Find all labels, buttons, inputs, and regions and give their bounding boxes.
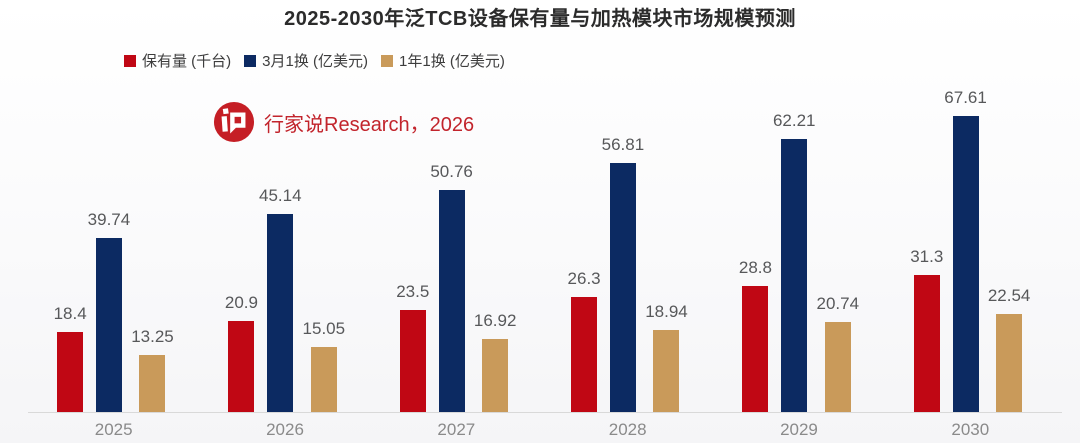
bar-replace-every-3-months xyxy=(95,238,122,413)
legend-label: 保有量 (千台) xyxy=(142,53,232,70)
bar-column-replace-every-1-year: 15.05 xyxy=(302,318,346,413)
bar-replace-every-1-year xyxy=(482,338,509,413)
bar-column-replace-every-1-year: 20.74 xyxy=(816,293,860,413)
x-axis-label: 2027 xyxy=(437,420,476,439)
bar-column-installed-base: 23.5 xyxy=(396,283,429,413)
bar-replace-every-3-months xyxy=(952,115,979,413)
bar-replace-every-3-months xyxy=(781,139,808,413)
bar-column-installed-base: 28.8 xyxy=(739,259,772,413)
legend: 保有量 (千台) 3月1换 (亿美元) 1年1换 (亿美元) xyxy=(124,50,505,71)
value-label: 15.05 xyxy=(302,318,346,338)
category-group: 23.5 50.76 16.92 2027 xyxy=(371,0,542,443)
chart-title: 2025-2030年泛TCB设备保有量与加热模块市场规模预测 xyxy=(284,8,796,30)
bar-replace-every-1-year xyxy=(996,313,1023,413)
bar-column-replace-every-1-year: 16.92 xyxy=(473,310,517,413)
legend-swatch-installed-base xyxy=(124,54,136,67)
legend-item-replace-every-3-months: 3月1换 (亿美元) xyxy=(244,50,368,71)
bar-installed-base xyxy=(913,275,940,413)
watermark-text: 行家说Research，2026 xyxy=(264,113,475,136)
category-group: 26.3 56.81 18.94 2028 xyxy=(542,0,713,443)
value-label: 62.21 xyxy=(772,111,816,131)
value-label: 16.92 xyxy=(473,310,517,330)
plot-area: 18.4 39.74 13.25 2025 20.9 45.14 15.05 2026 23.5… xyxy=(28,0,1056,443)
x-axis-line xyxy=(28,412,1062,413)
category-group: 28.8 62.21 20.74 2029 xyxy=(713,0,884,443)
bar-column-replace-every-1-year: 13.25 xyxy=(131,328,174,413)
bar-column-replace-every-3-months: 56.81 xyxy=(601,135,645,413)
bar-column-replace-every-1-year: 22.54 xyxy=(987,285,1031,413)
bar-installed-base xyxy=(399,309,426,413)
value-label: 56.81 xyxy=(601,135,645,154)
bar-replace-every-1-year xyxy=(653,329,680,413)
bar-replace-every-3-months xyxy=(267,214,294,413)
value-label: 26.3 xyxy=(567,269,601,289)
x-axis-label: 2028 xyxy=(608,420,647,439)
bar-replace-every-3-months xyxy=(609,163,636,413)
value-label: 23.5 xyxy=(396,281,430,301)
watermark: 行家说Research，2026 xyxy=(213,101,474,143)
bar-cluster: 26.3 56.81 18.94 xyxy=(568,136,688,413)
bar-column-replace-every-3-months: 62.21 xyxy=(773,112,816,413)
bar-column-installed-base: 18.4 xyxy=(54,305,87,413)
bar-column-installed-base: 31.3 xyxy=(910,248,943,413)
value-label: 13.25 xyxy=(131,326,174,346)
bar-column-installed-base: 20.9 xyxy=(225,294,258,413)
value-label: 45.14 xyxy=(258,186,302,206)
bar-column-replace-every-3-months: 45.14 xyxy=(259,187,302,413)
bar-cluster: 28.8 62.21 20.74 xyxy=(739,112,859,413)
bar-installed-base xyxy=(742,286,769,413)
bar-column-replace-every-3-months: 50.76 xyxy=(430,163,473,413)
bar-installed-base xyxy=(571,297,598,413)
bar-column-installed-base: 26.3 xyxy=(568,270,601,413)
bar-cluster: 23.5 50.76 16.92 xyxy=(396,163,516,413)
value-label: 31.3 xyxy=(910,247,944,267)
category-group: 20.9 45.14 15.05 2026 xyxy=(199,0,370,443)
value-label: 50.76 xyxy=(430,161,473,181)
bar-replace-every-3-months xyxy=(438,189,465,413)
hangjiashuo-logo-icon xyxy=(213,101,255,143)
bar-cluster: 20.9 45.14 15.05 xyxy=(225,187,345,413)
bar-replace-every-1-year xyxy=(310,346,337,413)
x-axis-label: 2030 xyxy=(951,420,990,439)
bar-column-replace-every-3-months: 39.74 xyxy=(87,210,131,413)
value-label: 18.94 xyxy=(645,301,688,321)
value-label: 22.54 xyxy=(987,285,1031,305)
category-group: 31.3 67.61 22.54 2030 xyxy=(885,0,1056,443)
bar-installed-base xyxy=(57,332,84,413)
bar-installed-base xyxy=(228,321,255,413)
value-label: 20.74 xyxy=(816,293,860,313)
value-label: 67.61 xyxy=(944,87,987,107)
bar-replace-every-1-year xyxy=(824,321,851,413)
legend-label: 3月1换 (亿美元) xyxy=(262,53,369,70)
legend-label: 1年1换 (亿美元) xyxy=(399,53,505,70)
bar-column-replace-every-1-year: 18.94 xyxy=(645,303,688,413)
bar-cluster: 18.4 39.74 13.25 xyxy=(54,211,174,413)
value-label: 20.9 xyxy=(224,293,258,312)
value-label: 28.8 xyxy=(738,258,772,278)
bar-cluster: 31.3 67.61 22.54 xyxy=(910,87,1031,413)
x-axis-label: 2026 xyxy=(266,420,304,439)
legend-item-replace-every-1-year: 1年1换 (亿美元) xyxy=(381,50,505,71)
x-axis-label: 2025 xyxy=(94,420,133,439)
value-label: 39.74 xyxy=(87,210,131,230)
legend-swatch-replace-every-1-year xyxy=(381,54,394,67)
x-axis-label: 2029 xyxy=(780,420,818,439)
bar-replace-every-1-year xyxy=(139,354,166,413)
legend-item-installed-base: 保有量 (千台) xyxy=(124,50,231,71)
category-group: 18.4 39.74 13.25 2025 xyxy=(28,0,199,443)
value-label: 18.4 xyxy=(53,304,87,323)
bar-column-replace-every-3-months: 67.61 xyxy=(944,87,987,413)
legend-swatch-replace-every-3-months xyxy=(244,54,257,67)
